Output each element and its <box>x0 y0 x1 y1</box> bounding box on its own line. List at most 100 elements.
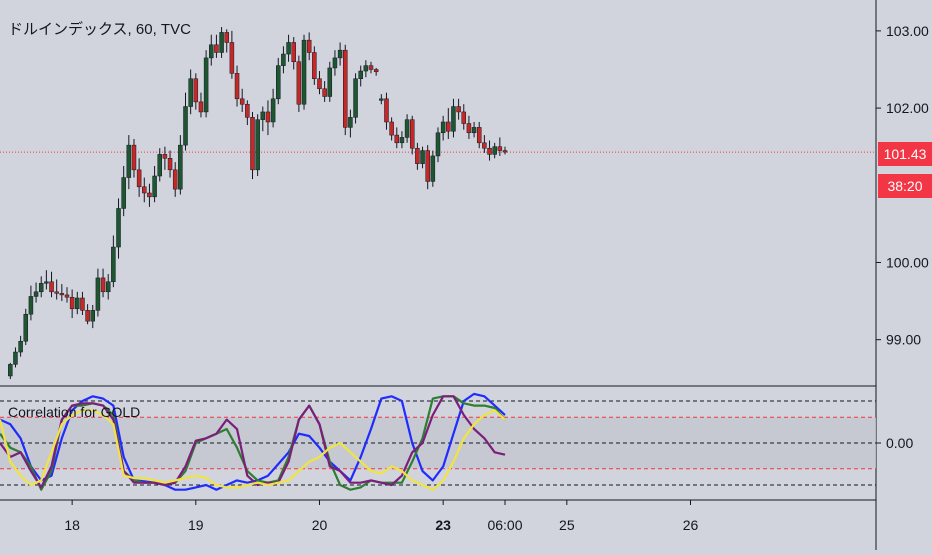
candle-body <box>131 144 137 171</box>
candle-body <box>487 147 492 155</box>
candle-body <box>162 154 168 159</box>
x-tick-label: 19 <box>188 517 204 533</box>
indicator-label: Correlation for GOLD <box>8 404 141 420</box>
candle-body <box>276 65 281 100</box>
candle-body <box>291 42 296 63</box>
candle-body <box>28 296 34 315</box>
candle-body <box>188 78 193 107</box>
candle-body <box>446 121 451 132</box>
candle-body <box>301 39 307 105</box>
candle-body <box>440 121 446 134</box>
candle-body <box>384 98 389 123</box>
candle-body <box>420 150 425 164</box>
x-tick-label: 26 <box>683 517 699 533</box>
candle-body <box>54 291 59 294</box>
candle-body <box>425 150 430 182</box>
candle-body <box>224 32 229 43</box>
candle-body <box>471 127 477 134</box>
candle-body <box>368 65 374 70</box>
candle-body <box>13 351 18 365</box>
candle-body <box>183 106 188 146</box>
candle-body <box>23 313 29 342</box>
candle-body <box>348 117 353 128</box>
x-tick-label: 23 <box>435 517 451 533</box>
candle-body <box>497 146 503 151</box>
candle-body <box>209 44 214 59</box>
candle-body <box>296 61 302 105</box>
candle-body <box>353 78 358 118</box>
correlation-series-line <box>0 395 506 491</box>
candle-body <box>167 158 173 171</box>
candle-body <box>379 98 384 101</box>
candle-body <box>219 32 224 53</box>
candle-body <box>49 281 54 293</box>
y-tick-label: 100.00 <box>886 254 929 270</box>
y-tick-label: 103.00 <box>886 23 929 39</box>
candle-body <box>466 123 472 134</box>
candle-body <box>476 127 482 144</box>
candle-body <box>100 277 106 293</box>
candle-body <box>95 277 101 311</box>
x-tick-label: 06:00 <box>487 517 522 533</box>
candle-body <box>415 147 420 164</box>
candle-body <box>152 175 157 198</box>
indicator-y-tick-label: 0.00 <box>886 435 913 451</box>
candle-body <box>80 297 85 311</box>
candle-body <box>90 310 96 322</box>
candle-body <box>363 65 369 72</box>
y-tick-label: 99.00 <box>886 332 921 348</box>
candle-body <box>126 144 132 178</box>
candle-body <box>142 186 147 194</box>
candle-body <box>69 296 75 310</box>
candle-body <box>198 101 204 113</box>
candle-body <box>430 155 436 182</box>
candle-body <box>327 67 333 97</box>
candle-body <box>286 42 291 55</box>
candle-body <box>229 42 235 74</box>
candle-body <box>8 364 13 377</box>
candle-body <box>121 177 126 209</box>
candle-body <box>312 52 317 79</box>
candle-body <box>451 106 456 132</box>
candle-body <box>394 134 400 144</box>
candle-body <box>64 294 70 298</box>
candle-body <box>59 293 65 296</box>
candle-body <box>178 144 183 190</box>
candle-body <box>193 78 199 103</box>
candle-body <box>332 57 338 69</box>
y-tick-label: 102.00 <box>886 100 929 116</box>
candle-body <box>157 154 162 177</box>
candle-body <box>409 119 415 149</box>
current-price-label: 101.43 <box>878 142 932 166</box>
candle-body <box>461 111 467 124</box>
candle-body <box>482 142 487 149</box>
candle-body <box>214 44 219 53</box>
candle-body <box>281 53 286 66</box>
candle-body <box>234 73 240 100</box>
candle-body <box>203 57 209 113</box>
candle-body <box>105 281 111 293</box>
candle-body <box>38 283 44 293</box>
candle-body <box>116 208 121 248</box>
candle-body <box>265 111 271 123</box>
candle-body <box>270 98 276 123</box>
candle-body <box>147 192 152 198</box>
candle-body <box>342 49 348 128</box>
candle-body <box>255 119 260 171</box>
candle-body <box>322 88 327 97</box>
candle-body <box>502 150 508 153</box>
candle-body <box>358 70 363 79</box>
countdown-label: 38:20 <box>878 174 932 198</box>
chart-title: ドルインデックス, 60, TVC <box>8 21 191 38</box>
candle-body <box>373 69 379 73</box>
candle-body <box>435 132 441 157</box>
candle-body <box>456 106 461 113</box>
candle-body <box>260 111 266 120</box>
candle-body <box>33 291 39 297</box>
candle-body <box>492 146 497 155</box>
candle-body <box>250 117 255 171</box>
candle-body <box>399 137 405 144</box>
candle-body <box>337 49 343 59</box>
